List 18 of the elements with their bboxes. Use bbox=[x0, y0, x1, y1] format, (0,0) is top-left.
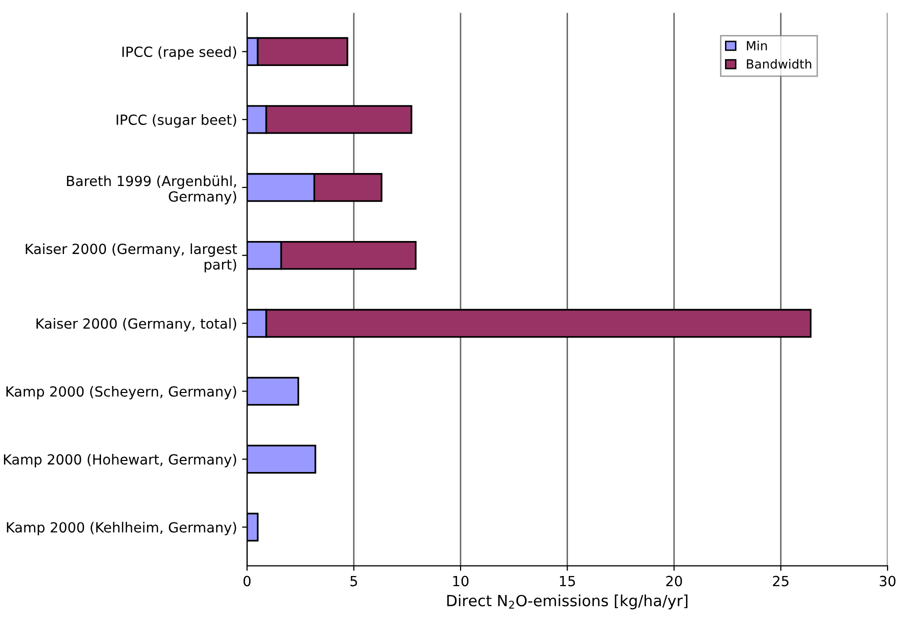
y-tick-label: Kaiser 2000 (Germany, largest part) bbox=[26, 243, 237, 272]
y-tick-label: IPCC (sugar beet) bbox=[116, 114, 236, 128]
y-tick-label: Bareth 1999 (Argenbühl, Germany) bbox=[67, 175, 236, 204]
x-tick-label: 5 bbox=[350, 576, 358, 586]
y-tick-label: Kaiser 2000 (Germany, total) bbox=[36, 318, 236, 332]
x-tick-label: 30 bbox=[880, 576, 896, 586]
y-tick-label: IPCC (rape seed) bbox=[122, 46, 236, 60]
y-tick-label: Kamp 2000 (Scheyern, Germany) bbox=[6, 386, 236, 400]
legend-label: Min bbox=[746, 40, 767, 50]
y-tick-label: Kamp 2000 (Kehlheim, Germany) bbox=[6, 522, 236, 536]
x-tick-label: 15 bbox=[560, 576, 575, 586]
x-tick-label: 25 bbox=[772, 576, 788, 586]
legend-label: Bandwidth bbox=[746, 59, 812, 69]
x-tick-label: 20 bbox=[666, 576, 682, 586]
y-tick-label: Kamp 2000 (Hohewart, Germany) bbox=[4, 454, 236, 468]
x-tick-label: 10 bbox=[453, 576, 468, 586]
x-axis-title: Direct N$_{2}$O-emissions [kg/ha/yr] bbox=[447, 594, 688, 610]
x-tick-label: 0 bbox=[244, 576, 251, 586]
